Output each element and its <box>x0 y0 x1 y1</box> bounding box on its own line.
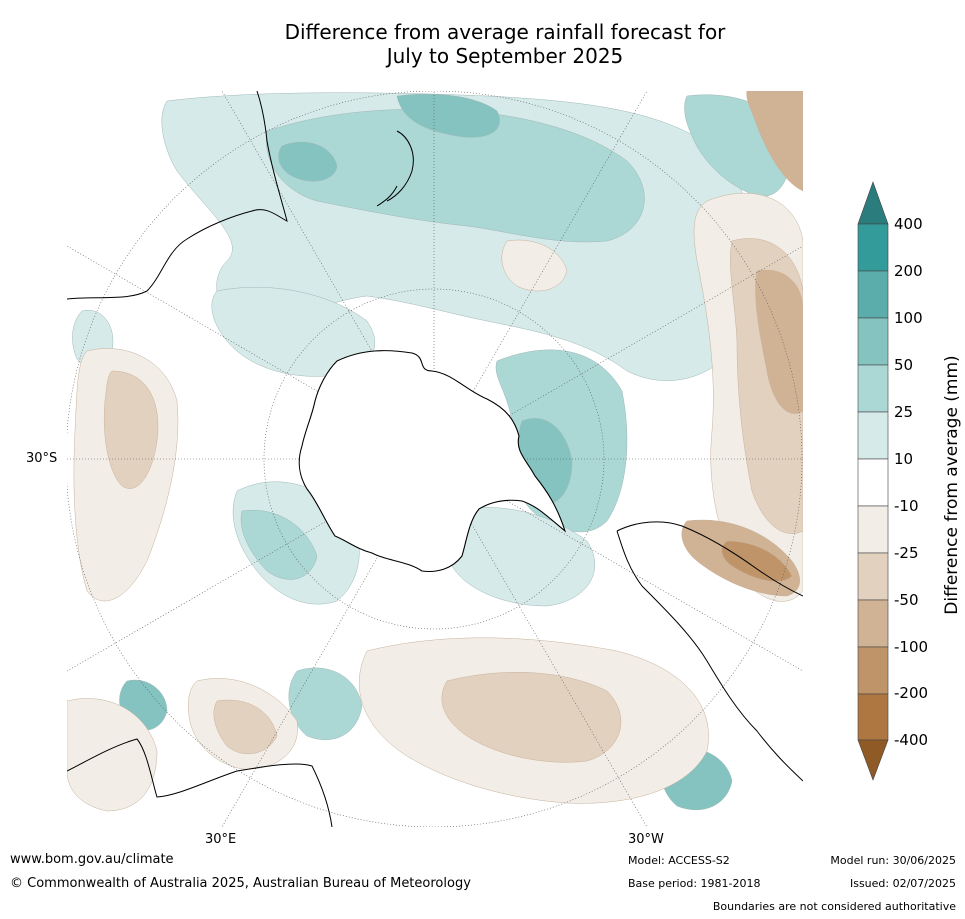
colorbar-tick: -200 <box>894 684 929 702</box>
colorbar-tick: -100 <box>894 638 929 656</box>
colorbar-tick: -400 <box>894 731 929 749</box>
colorbar-tick: 25 <box>894 403 914 421</box>
africa-coastline <box>67 738 333 827</box>
map-title: Difference from average rainfall forecas… <box>0 20 965 68</box>
latitude-label-30s: 30°S <box>26 451 58 466</box>
colorbar-tick: 200 <box>894 262 923 280</box>
copyright-text: © Commonwealth of Australia 2025, Austra… <box>10 876 471 891</box>
title-line-1: Difference from average rainfall forecas… <box>284 20 726 44</box>
map-svg <box>67 91 803 827</box>
south-america-coastline <box>616 521 803 782</box>
colorbar-tick: 10 <box>894 450 914 468</box>
colorbar-svg <box>857 181 889 781</box>
model-run-label: Model run: 30/06/2025 <box>830 854 956 867</box>
colorbar-tick: -10 <box>894 497 919 515</box>
colorbar-tick: 50 <box>894 356 914 374</box>
longitude-label-30w: 30°W <box>628 832 664 847</box>
colorbar-tick: 100 <box>894 309 923 327</box>
rainfall-map <box>67 91 803 827</box>
longitude-label-30e: 30°E <box>205 832 237 847</box>
base-period-label: Base period: 1981-2018 <box>628 877 761 890</box>
issued-label: Issued: 02/07/2025 <box>849 877 956 890</box>
longitude-gridlines <box>67 91 803 827</box>
dry-anomaly-regions <box>67 91 803 812</box>
antarctica-coastline <box>298 350 567 573</box>
new-zealand-coastline <box>376 130 414 207</box>
colorbar-tick: -25 <box>894 544 919 562</box>
colorbar: 400 200 100 50 25 10 -10 -25 -50 -100 -2… <box>850 178 965 788</box>
model-label: Model: ACCESS-S2 <box>628 854 730 867</box>
disclaimer-text: Boundaries are not considered authoritat… <box>712 900 956 913</box>
website-link[interactable]: www.bom.gov.au/climate <box>10 852 174 867</box>
colorbar-title: Difference from average (mm) <box>942 355 962 615</box>
title-line-2: July to September 2025 <box>386 44 624 68</box>
australia-coastline <box>67 91 288 300</box>
colorbar-tick: -50 <box>894 591 919 609</box>
colorbar-tick: 400 <box>894 215 923 233</box>
